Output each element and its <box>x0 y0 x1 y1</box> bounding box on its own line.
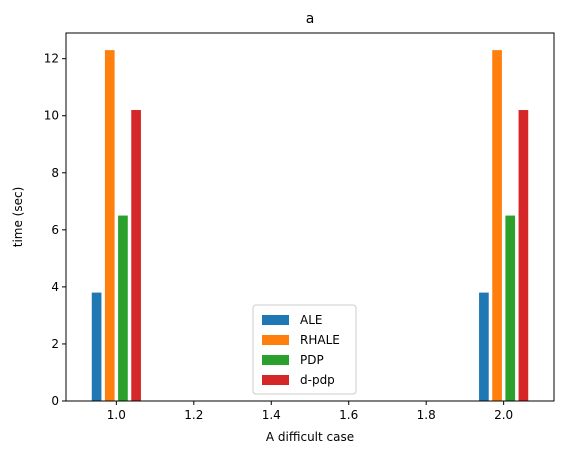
y-tick-label: 4 <box>51 280 59 294</box>
legend-label-ale: ALE <box>300 313 322 327</box>
legend-label-d-pdp: d-pdp <box>300 373 335 387</box>
y-tick-label: 6 <box>51 223 59 237</box>
y-tick-label: 8 <box>51 166 59 180</box>
bar-d-pdp-1 <box>518 110 529 401</box>
legend-label-pdp: PDP <box>300 353 324 367</box>
y-tick-label: 0 <box>51 394 59 408</box>
bar-ale-0 <box>91 292 102 401</box>
x-tick-label: 1.8 <box>417 408 436 422</box>
x-tick-label: 1.4 <box>262 408 281 422</box>
legend: ALE RHALE PDP d-pdp <box>252 304 357 395</box>
bar-rhale-1 <box>492 50 502 402</box>
x-tick-label: 1.6 <box>339 408 358 422</box>
x-tick-label: 1.0 <box>107 408 126 422</box>
legend-swatch-pdp <box>262 355 289 365</box>
chart-title: a <box>306 11 315 27</box>
legend-swatch-ale <box>262 315 289 325</box>
y-tick-label: 10 <box>44 109 59 123</box>
bar-ale-1 <box>479 292 489 401</box>
x-tick-label: 2.0 <box>494 408 513 422</box>
y-axis-label: time (sec) <box>11 187 25 248</box>
y-tick-label: 2 <box>51 337 59 351</box>
legend-swatch-d-pdp <box>262 375 289 385</box>
legend-swatch-rhale <box>262 335 289 345</box>
bar-pdp-1 <box>505 215 516 401</box>
bar-d-pdp-0 <box>131 110 141 401</box>
y-tick-label: 12 <box>44 52 59 66</box>
legend-label-rhale: RHALE <box>300 333 340 347</box>
bars-group <box>91 50 529 402</box>
x-axis: 1.0 1.2 1.4 1.6 1.8 2.0 <box>107 401 513 422</box>
x-tick-label: 1.2 <box>184 408 203 422</box>
plot-frame <box>65 32 555 402</box>
bar-rhale-0 <box>104 50 115 402</box>
x-axis-label: A difficult case <box>266 430 354 444</box>
legend-box <box>252 304 357 395</box>
bar-pdp-0 <box>118 215 128 401</box>
y-axis: 0 2 4 6 8 10 12 <box>44 52 66 408</box>
